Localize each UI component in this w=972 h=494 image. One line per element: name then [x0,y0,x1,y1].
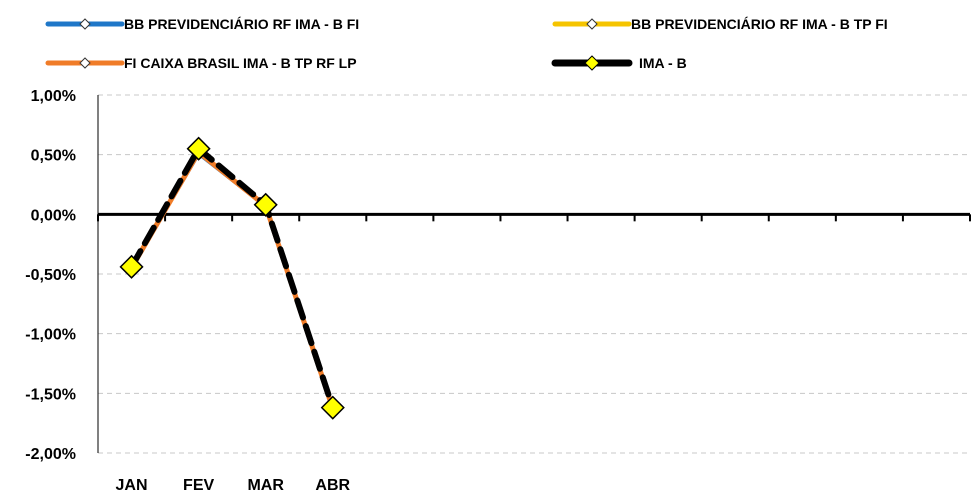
legend-label: FI CAIXA BRASIL IMA - B TP RF LP [124,55,357,71]
series-line-bb-previdenci-rio-rf-ima-b-fi [129,151,335,410]
y-tick-label: 0,50% [31,148,76,165]
x-tick-label: JAN [116,477,148,494]
legend-label: BB PREVIDENCIÁRIO RF IMA - B TP FI [631,16,888,32]
legend-swatch-marker [584,55,600,71]
x-tick-label: MAR [247,477,284,494]
y-axis: 1,00% 0,50% 0,00% -0,50% -1,00% -1,50% -2,00% [25,88,99,463]
y-tick-label: -2,00% [25,446,76,463]
series-group [119,136,345,420]
data-point-marker [186,136,211,161]
legend-label: BB PREVIDENCIÁRIO RF IMA - B FI [124,16,359,32]
x-tick-label: FEV [183,477,214,494]
series-line-bb-previdenci-rio-rf-ima-b-tp-fi [129,150,335,410]
series-line-fi-caixa-brasil-ima-b-tp-rf-lp [129,149,336,412]
legend-swatch-marker [79,18,91,30]
data-point-marker [320,395,345,420]
y-tick-label: -1,50% [25,386,76,403]
x-tick-label: ABR [315,477,350,494]
legend-label: IMA - B [639,55,687,71]
data-point-marker [253,192,278,217]
y-tick-label: -0,50% [25,267,76,284]
gridlines [98,94,970,454]
legend-swatch-marker [79,57,91,69]
data-point-marker [119,254,144,279]
x-axis: JAN FEV MAR ABR [97,212,971,494]
y-tick-label: -1,00% [25,327,76,344]
y-tick-label: 0,00% [31,207,76,224]
y-tick-label: 1,00% [31,88,76,105]
legend: BB PREVIDENCIÁRIO RF IMA - B FI BB PREVID… [45,16,888,71]
legend-swatch-marker [586,18,598,30]
series-line-ima-b [128,145,336,411]
